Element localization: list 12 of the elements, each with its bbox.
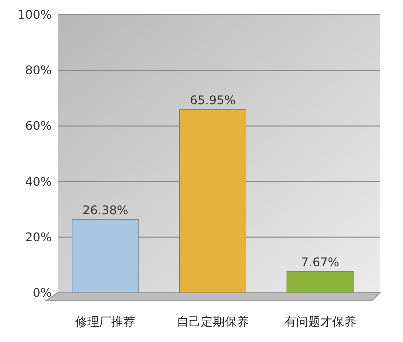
data-label: 26.38% xyxy=(82,204,129,218)
x-tick-label: 有问题才保养 xyxy=(284,315,356,329)
data-label: 7.67% xyxy=(301,256,340,270)
y-tick-label: 20% xyxy=(25,230,52,244)
x-tick-label: 自己定期保养 xyxy=(177,315,249,329)
data-label: 65.95% xyxy=(190,94,236,108)
y-tick-label: 0% xyxy=(32,286,52,300)
y-tick-label: 100% xyxy=(18,8,52,22)
y-tick-label: 60% xyxy=(25,119,52,134)
y-tick-label: 80% xyxy=(25,64,52,78)
x-tick-label: 修理厂推荐 xyxy=(76,315,136,329)
y-tick-label: 40% xyxy=(25,174,52,189)
